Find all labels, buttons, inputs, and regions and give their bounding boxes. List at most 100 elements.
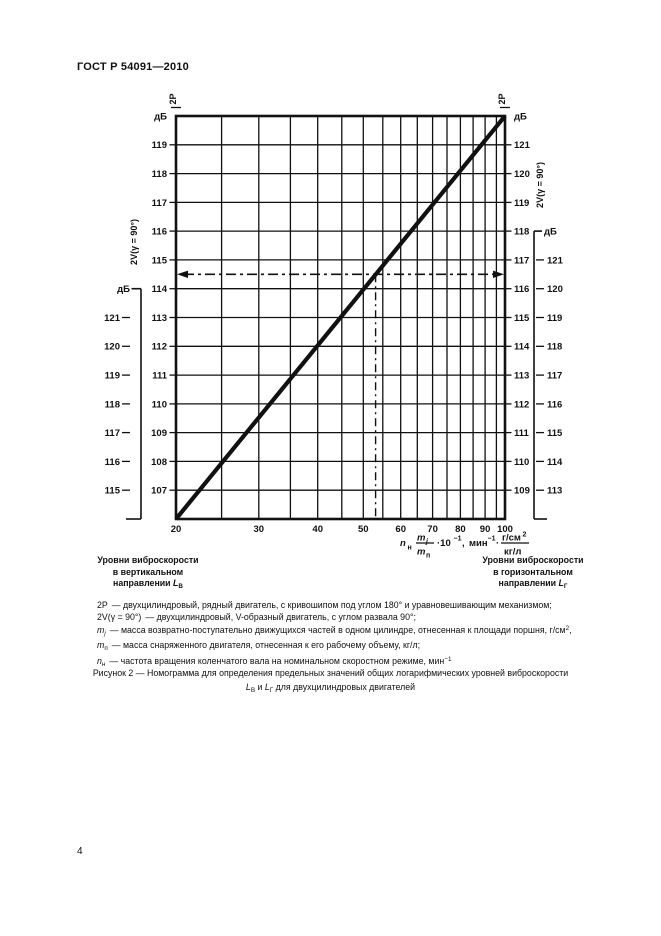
outer-right-scale: 2V(γ = 90°) дБ 121 120 119 118 117 116 1… xyxy=(533,162,564,520)
svg-text:112: 112 xyxy=(152,342,167,353)
svg-text:113: 113 xyxy=(547,486,562,497)
horizontal-direction-label: Уровни виброскорости в горизонтальном на… xyxy=(482,555,584,590)
svg-text:118: 118 xyxy=(547,342,562,353)
legend-line-2v: 2V(γ = 90°) — двухцилиндровый, V-образный… xyxy=(97,611,416,622)
svg-text:дБ: дБ xyxy=(514,112,527,123)
svg-text:n: n xyxy=(400,538,406,549)
nomogram-figure: 2Р 2Р дБ 119 118 117 116 115 114 113 112… xyxy=(104,93,564,560)
svg-text:120: 120 xyxy=(547,284,563,295)
svg-text:118: 118 xyxy=(105,399,120,410)
svg-text:110: 110 xyxy=(152,399,167,410)
svg-text:·10: ·10 xyxy=(437,538,451,549)
svg-text:100: 100 xyxy=(497,524,513,535)
svg-text:118: 118 xyxy=(514,227,529,238)
outer-right-scale-title: 2V(γ = 90°) xyxy=(535,162,545,208)
legend-line-mp: mп — масса снаряженного двигателя, отнесе… xyxy=(97,639,421,652)
svg-text:115: 115 xyxy=(105,486,121,497)
figure-caption: Рисунок 2 — Номограмма для определения п… xyxy=(92,668,569,694)
svg-text:117: 117 xyxy=(152,198,167,209)
legend-line-2p: 2Р — двухцилиндровый, рядный двигатель, с… xyxy=(97,600,552,610)
svg-text:114: 114 xyxy=(152,284,168,295)
svg-text:·: · xyxy=(496,538,499,549)
svg-text:дБ: дБ xyxy=(544,227,557,238)
horizontal-guide-arrow xyxy=(177,270,504,278)
svg-text:108: 108 xyxy=(151,457,167,468)
svg-text:113: 113 xyxy=(514,371,529,382)
svg-text:114: 114 xyxy=(514,342,530,353)
svg-text:40: 40 xyxy=(312,524,323,535)
top-left-scale-label: 2Р xyxy=(168,93,178,104)
figure-legend: 2Р — двухцилиндровый, рядный двигатель, с… xyxy=(97,600,617,670)
svg-text:116: 116 xyxy=(105,457,120,468)
svg-text:120: 120 xyxy=(514,169,530,180)
svg-text:114: 114 xyxy=(547,457,563,468)
svg-text:кг/л: кг/л xyxy=(504,547,521,558)
svg-text:111: 111 xyxy=(152,371,168,382)
svg-text:117: 117 xyxy=(105,428,120,439)
svg-text:m: m xyxy=(417,533,426,544)
x-axis-ticks: 20 30 40 50 60 70 80 90 100 xyxy=(171,524,513,535)
svg-text:н: н xyxy=(408,545,412,552)
inner-right-axis: дБ 121 120 119 118 117 116 115 114 113 1… xyxy=(514,112,531,497)
svg-text:119: 119 xyxy=(514,198,529,209)
svg-text:90: 90 xyxy=(480,524,491,535)
svg-text:116: 116 xyxy=(152,227,167,238)
svg-text:мин: мин xyxy=(469,538,488,549)
outer-left-scale: 2V(γ = 90°) дБ 121 120 119 118 117 116 1… xyxy=(104,219,142,520)
svg-text:121: 121 xyxy=(547,255,564,266)
svg-text:дБ: дБ xyxy=(117,284,130,295)
svg-text:117: 117 xyxy=(514,255,529,266)
svg-text:110: 110 xyxy=(514,457,529,468)
svg-text:121: 121 xyxy=(104,313,121,324)
svg-text:дБ: дБ xyxy=(154,112,167,123)
svg-text:п: п xyxy=(426,553,430,560)
page-number: 4 xyxy=(77,846,83,857)
svg-text:109: 109 xyxy=(514,486,530,497)
svg-text:2: 2 xyxy=(523,532,527,539)
svg-text:50: 50 xyxy=(358,524,369,535)
outer-left-scale-title: 2V(γ = 90°) xyxy=(129,219,139,265)
svg-text:109: 109 xyxy=(151,428,167,439)
svg-text:117: 117 xyxy=(547,371,562,382)
svg-text:120: 120 xyxy=(104,342,120,353)
top-right-scale-label: 2Р xyxy=(497,93,507,104)
svg-text:113: 113 xyxy=(152,313,167,324)
svg-text:116: 116 xyxy=(514,284,529,295)
svg-text:60: 60 xyxy=(395,524,406,535)
svg-text:30: 30 xyxy=(254,524,265,535)
svg-text:,: , xyxy=(462,538,465,549)
svg-text:m: m xyxy=(417,547,426,558)
svg-text:115: 115 xyxy=(514,313,530,324)
svg-text:119: 119 xyxy=(547,313,562,324)
grid-horizontal-lines xyxy=(176,144,505,491)
right-arrowhead-icon xyxy=(493,270,504,278)
svg-text:107: 107 xyxy=(151,486,167,497)
svg-text:j: j xyxy=(425,539,429,546)
svg-text:119: 119 xyxy=(105,371,120,382)
legend-line-mj: mj — масса возвратно-поступательно движущ… xyxy=(97,625,572,637)
svg-text:−1: −1 xyxy=(488,536,496,543)
right-inner-tick-marks xyxy=(505,144,512,491)
svg-text:112: 112 xyxy=(514,399,529,410)
svg-text:70: 70 xyxy=(427,524,438,535)
svg-text:−1: −1 xyxy=(454,536,462,543)
left-inner-tick-marks xyxy=(169,144,176,491)
svg-text:115: 115 xyxy=(152,255,168,266)
vertical-direction-label: Уровни виброскорости в вертикальном напр… xyxy=(97,555,199,590)
svg-text:г/см: г/см xyxy=(502,533,521,544)
inner-left-axis: дБ 119 118 117 116 115 114 113 112 111 1… xyxy=(151,112,168,497)
svg-text:116: 116 xyxy=(547,399,562,410)
svg-text:20: 20 xyxy=(171,524,182,535)
svg-text:118: 118 xyxy=(152,169,167,180)
x-axis-title: n н m j m п ·10 −1 , мин −1 · г/см 2 кг/… xyxy=(400,532,529,560)
legend-line-nn: nн — частота вращения коленчатого вала на… xyxy=(97,655,452,668)
svg-text:119: 119 xyxy=(152,140,167,151)
document-header: ГОСТ Р 54091—2010 xyxy=(77,61,189,73)
svg-text:115: 115 xyxy=(547,428,563,439)
left-arrowhead-icon xyxy=(177,270,188,278)
svg-text:80: 80 xyxy=(455,524,466,535)
svg-text:121: 121 xyxy=(514,140,531,151)
svg-text:111: 111 xyxy=(514,428,530,439)
nomogram-limit-line xyxy=(174,114,507,521)
